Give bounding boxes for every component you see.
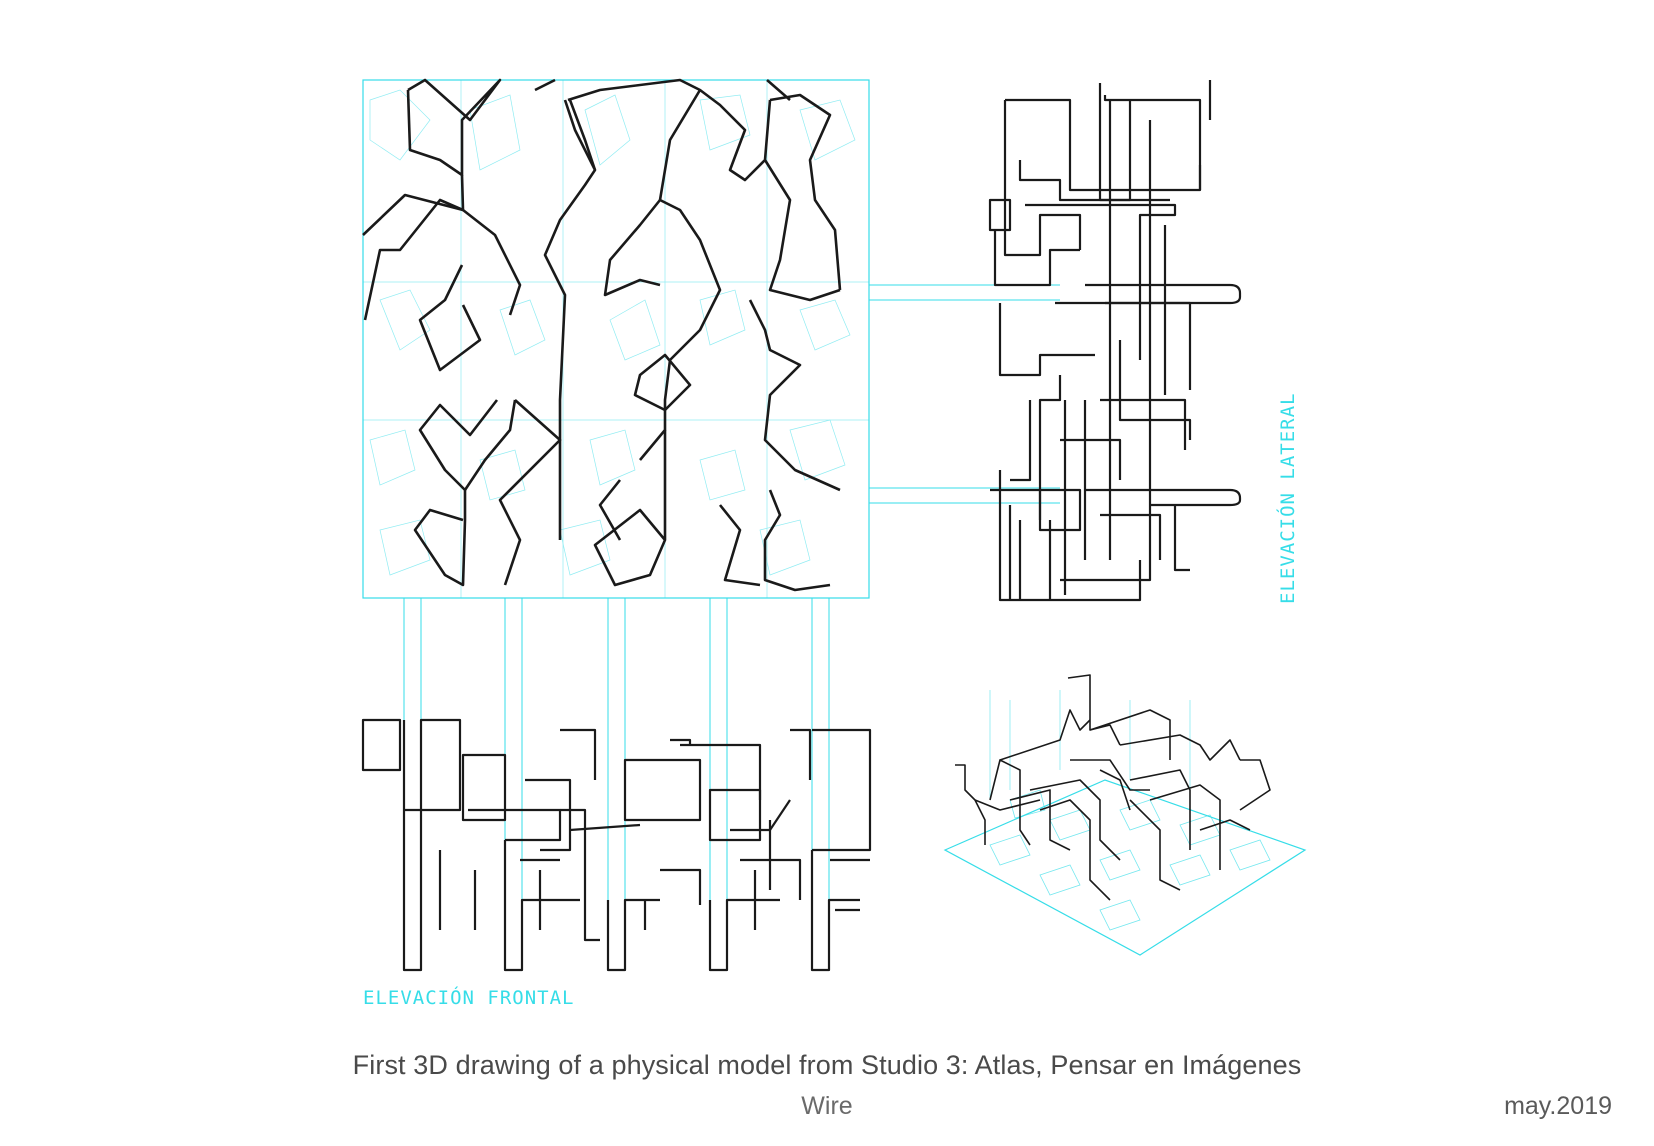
front-elevation: [361, 718, 872, 972]
caption-title: First 3D drawing of a physical model fro…: [352, 1050, 1302, 1080]
frontal-label: ELEVACIÓN FRONTAL: [363, 985, 574, 1009]
lateral-projection-lines: [869, 284, 1060, 504]
lateral-label: ELEVACIÓN LATERAL: [1275, 393, 1299, 604]
axo-vertical-guides: [989, 690, 1191, 800]
plan-construction-lines: [363, 80, 869, 598]
axo-wire: [955, 674, 1271, 901]
caption-subtitle: Wire: [801, 1092, 853, 1120]
plan-view: [362, 78, 870, 599]
frontal-projection-lines: [403, 598, 830, 970]
plan-frame: [362, 79, 870, 599]
axo-base-pattern: [989, 789, 1271, 931]
axonometric-view: [943, 674, 1307, 956]
plan-wire: [362, 78, 842, 592]
axo-base-plate: [943, 779, 1307, 956]
side-elevation: [988, 80, 1242, 602]
caption-date: may.2019: [1504, 1092, 1612, 1120]
